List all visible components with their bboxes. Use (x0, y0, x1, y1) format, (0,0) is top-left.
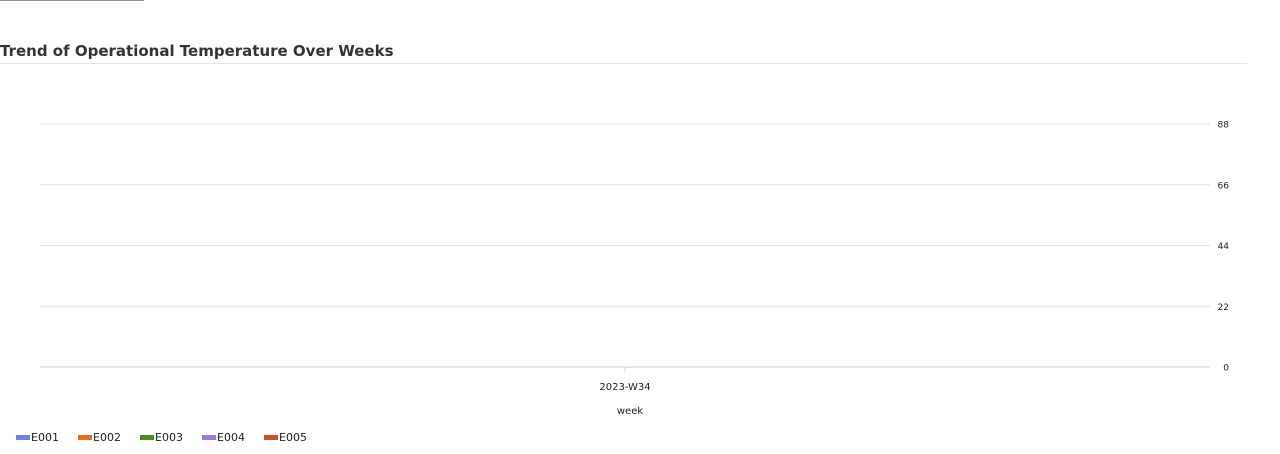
y-tick-label: 44 (1218, 242, 1230, 252)
y-tick-label: 0 (1223, 364, 1229, 374)
legend-item-e005[interactable]: E005 (264, 431, 326, 444)
legend-label: E004 (217, 431, 245, 444)
legend-label: E003 (155, 431, 183, 444)
y-tick-label: 22 (1218, 303, 1229, 313)
legend-swatch (78, 435, 92, 440)
legend-label: E002 (93, 431, 121, 444)
legend-item-e002[interactable]: E002 (78, 431, 140, 444)
legend-item-e003[interactable]: E003 (140, 431, 202, 444)
x-tick-label: 2023-W34 (599, 382, 650, 393)
legend-swatch (264, 435, 278, 440)
legend-swatch (16, 435, 30, 440)
legend-item-e004[interactable]: E004 (202, 431, 264, 444)
title-divider (0, 63, 1247, 64)
top-tab-underline (0, 0, 144, 1)
y-tick-label: 66 (1218, 181, 1230, 191)
chart-legend: E001 E002 E003 E004 E005 (16, 431, 326, 444)
legend-item-e001[interactable]: E001 (16, 431, 78, 444)
legend-label: E005 (279, 431, 307, 444)
legend-label: E001 (31, 431, 59, 444)
legend-swatch (140, 435, 154, 440)
y-tick-label: 88 (1218, 121, 1230, 131)
x-axis-label: week (617, 406, 643, 417)
chart-title: Trend of Operational Temperature Over We… (0, 42, 394, 60)
legend-swatch (202, 435, 216, 440)
